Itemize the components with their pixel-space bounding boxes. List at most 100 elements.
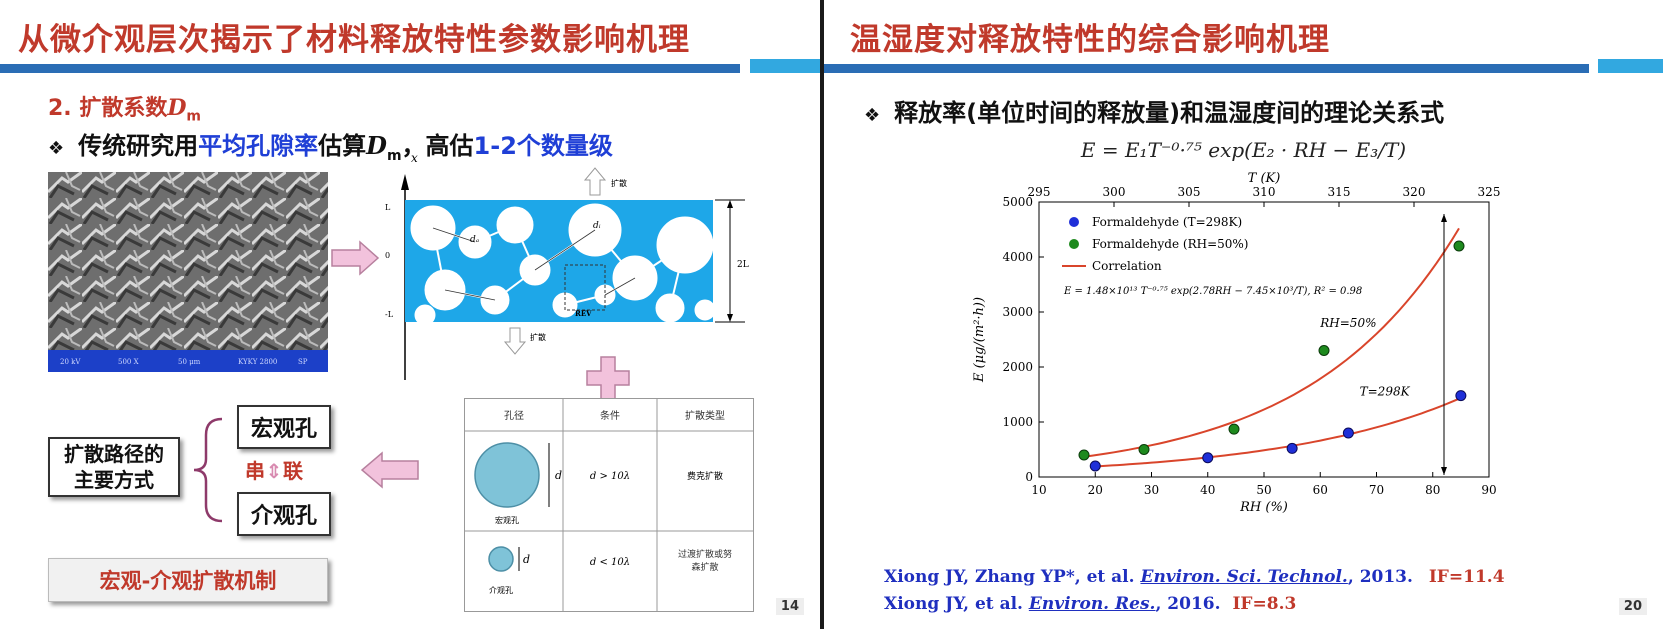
subtitle-symbol: D <box>167 95 187 121</box>
rev-label: REV <box>575 309 592 318</box>
subtitle-subscript: m <box>186 108 201 125</box>
left-slide: 从微介观层次揭示了材料释放特性参数影响机理 2. 扩散系数Dm ❖ 传统研究用平均… <box>0 0 820 629</box>
top-diffusion-label: 扩散 <box>611 178 627 188</box>
svg-text:20 kV: 20 kV <box>60 358 81 366</box>
svg-text:500 X: 500 X <box>118 358 139 366</box>
data-point-rh50 <box>1228 423 1240 435</box>
x-tick-label: 60 <box>1313 483 1328 497</box>
citation-1-journal[interactable]: Environ. Sci. Technol. <box>1140 567 1348 587</box>
svg-text:50 μm: 50 μm <box>178 358 201 366</box>
porous-model-diagram: x L 0 -L dₐ dᵢ REV 2L 扩散 扩散 <box>385 151 749 380</box>
pore-table: 孔径 条件 扩散类型 d 宏观孔 d > 10λ 费克扩散 d 介观孔 d < … <box>464 398 754 612</box>
y-tick-label: 2000 <box>1002 360 1033 374</box>
series-left-char: 串 <box>245 459 265 483</box>
top-x-tick-label: 295 <box>1028 185 1051 199</box>
title-underline-accent <box>1598 59 1663 73</box>
large-pore-label: dᵢ <box>593 221 601 231</box>
arrow-left-icon <box>360 451 419 489</box>
citation-2: Xiong JY, et al. Environ. Res., 2016. IF… <box>884 594 1296 614</box>
title-underline <box>0 64 740 73</box>
path-box-line1: 扩散路径的 <box>64 442 164 466</box>
citation-2-journal[interactable]: Environ. Res. <box>1028 594 1156 614</box>
left-bullet: ❖ 传统研究用平均孔隙率估算Dm，高估1-2个数量级 <box>48 126 613 164</box>
arrow-right-icon <box>331 240 380 276</box>
y-tick-label: 0 <box>1025 470 1033 484</box>
l-bottom-label: -L <box>385 310 394 319</box>
x-axis-label: x <box>411 151 418 165</box>
citation-1-year: , 2013. <box>1347 567 1413 587</box>
bullet-text: 释放率(单位时间的释放量)和温湿度间的理论关系式 <box>894 99 1445 127</box>
macro-diffusion-type: 费克扩散 <box>687 470 723 482</box>
thickness-label: 2L <box>737 260 749 270</box>
right-page-number: 20 <box>1618 598 1647 615</box>
micro-pore-circle <box>488 546 514 572</box>
table-header-condition: 条件 <box>600 409 620 422</box>
mechanism-box: 宏观-介观扩散机制 <box>48 558 328 602</box>
x-tick-label: 50 <box>1256 483 1271 497</box>
updown-arrow-icon: ⇕ <box>265 459 283 483</box>
bullet-text: ，高估 <box>401 132 474 160</box>
macro-pore-box: 宏观孔 <box>237 405 331 449</box>
data-point-t298 <box>1089 460 1101 472</box>
bullet-subscript: m <box>386 147 402 164</box>
brace-icon <box>193 417 223 523</box>
x-tick-label: 40 <box>1200 483 1215 497</box>
macro-pore-dim: d <box>555 469 562 482</box>
correlation-curve-t298 <box>1095 396 1462 468</box>
data-point-t298 <box>1202 452 1214 464</box>
series-right-char: 联 <box>283 459 303 483</box>
macro-pore-caption: 宏观孔 <box>495 515 519 525</box>
legend-label-rh50: Formaldehyde (RH=50%) <box>1092 237 1248 251</box>
y-tick-label: 1000 <box>1002 415 1033 429</box>
x-tick-label: 80 <box>1425 483 1440 497</box>
bullet-marker-icon: ❖ <box>48 138 65 159</box>
citation-2-year: , 2016. <box>1155 594 1221 614</box>
citation-2-if: IF=8.3 <box>1232 594 1297 614</box>
l-top-label: L <box>385 203 391 212</box>
macro-pore-label: dₐ <box>470 235 479 245</box>
legend-marker-rh50 <box>1069 239 1079 249</box>
data-point-rh50 <box>1138 444 1150 455</box>
micro-pore-caption: 介观孔 <box>489 586 513 595</box>
top-x-tick-label: 305 <box>1178 185 1201 199</box>
citation-1: Xiong JY, Zhang YP*, et al. Environ. Sci… <box>884 567 1505 587</box>
subtitle: 2. 扩散系数Dm <box>48 90 201 124</box>
annotation-t298: T=298K <box>1360 385 1411 399</box>
legend-marker-t298 <box>1069 217 1079 227</box>
top-x-tick-label: 300 <box>1103 185 1126 199</box>
data-point-t298 <box>1455 390 1467 402</box>
macro-pore-circle <box>474 442 540 508</box>
release-rate-chart: 10 20 30 40 50 60 70 80 90 295 300 305 310 315 320 325 0… <box>972 172 1500 515</box>
top-x-tick-label: 320 <box>1403 185 1426 199</box>
y-tick-label: 5000 <box>1002 195 1033 209</box>
l-zero-label: 0 <box>385 251 390 260</box>
title-underline-accent <box>750 59 820 73</box>
formula: E = E₁T⁻⁰·⁷⁵ exp(E₂ · RH − E₃/T) <box>1080 138 1407 162</box>
top-x-tick-label: 315 <box>1328 185 1351 199</box>
data-point-rh50 <box>1078 449 1090 461</box>
arrow-up-icon <box>1441 214 1447 222</box>
x-tick-label: 90 <box>1481 483 1496 497</box>
bottom-diffusion-label: 扩散 <box>530 332 546 342</box>
bullet-marker-icon: ❖ <box>864 105 881 126</box>
micro-pore-dim: d <box>523 553 530 566</box>
right-bullet: ❖ 释放率(单位时间的释放量)和温湿度间的理论关系式 <box>864 93 1444 128</box>
legend-label-t298: Formaldehyde (T=298K) <box>1092 215 1242 229</box>
citation-1-authors: Xiong JY, Zhang YP*, et al. <box>884 567 1141 587</box>
arrow-down-icon <box>1441 467 1447 475</box>
legend-label-correlation: Correlation <box>1092 259 1162 273</box>
left-slide-title: 从微介观层次揭示了材料释放特性参数影响机理 <box>18 22 690 58</box>
title-underline <box>824 64 1589 73</box>
y-tick-label: 3000 <box>1002 305 1033 319</box>
y-tick-label: 4000 <box>1002 250 1033 264</box>
data-point-rh50 <box>1453 240 1465 252</box>
table-header-pore: 孔径 <box>504 409 524 422</box>
x-tick-label: 20 <box>1088 483 1103 497</box>
right-slide: 温湿度对释放特性的综合影响机理 ❖ 释放率(单位时间的释放量)和温湿度间的理论关系… <box>824 0 1663 629</box>
correlation-formula: E = 1.48×10¹³ T⁻⁰·⁷⁵ exp(2.78RH − 7.45×1… <box>1063 286 1362 297</box>
top-x-tick-label: 310 <box>1253 185 1276 199</box>
subtitle-text: 2. 扩散系数 <box>48 96 168 121</box>
x-tick-label: 10 <box>1031 483 1046 497</box>
x-axis-label: RH (%) <box>1239 500 1288 515</box>
sem-micrograph: 20 kV 500 X 50 μm KYKY 2800 SP <box>48 172 328 372</box>
